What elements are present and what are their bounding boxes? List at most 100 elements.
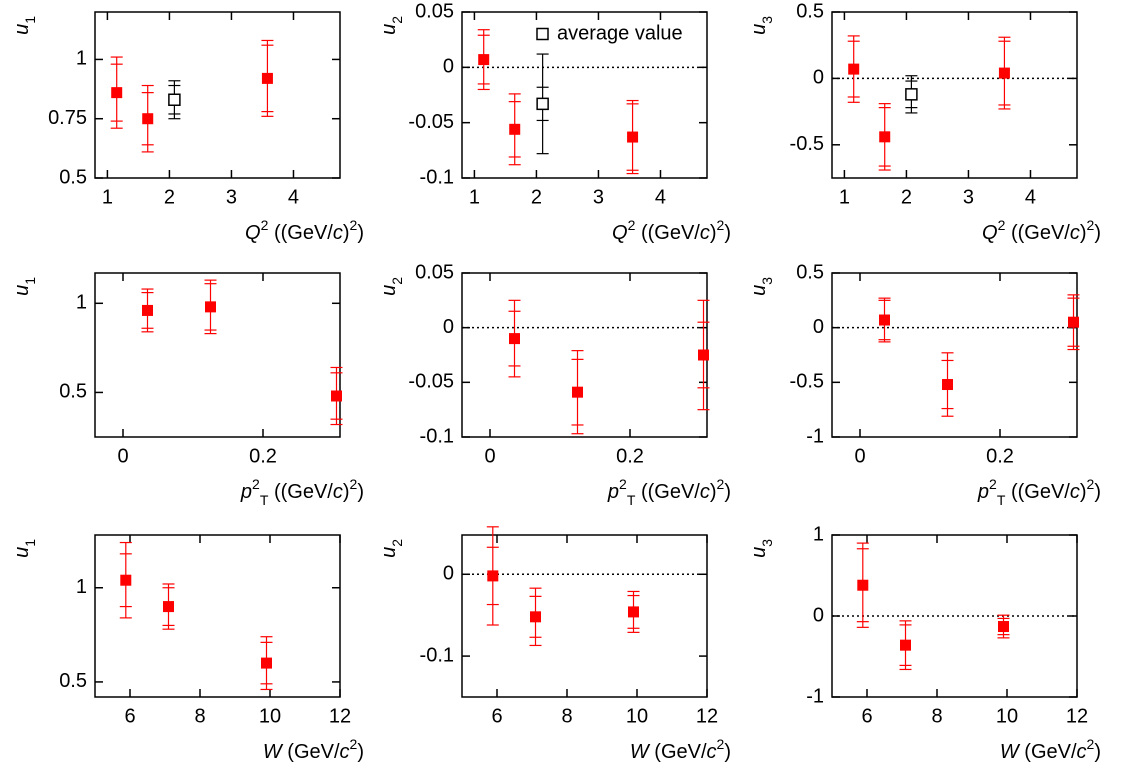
y-axis-label: u3 (748, 277, 774, 296)
y-axis-label: u1 (11, 539, 37, 558)
label-part: u (11, 285, 33, 296)
plot-frame (94, 11, 341, 179)
marker (1068, 316, 1079, 328)
x-tick-label: 4 (1025, 186, 1036, 208)
label-part: 1 (22, 16, 38, 24)
x-tick-label: 10 (626, 705, 648, 727)
marker (942, 379, 953, 391)
label-part: 2 (389, 277, 405, 285)
y-tick-label: 0 (443, 563, 454, 585)
label-part: 2 (261, 217, 269, 233)
y-tick-label: 0 (443, 56, 454, 78)
label-part: 2 (1087, 476, 1095, 492)
marker (879, 314, 890, 326)
label-part: p (607, 481, 619, 503)
label-part: 2 (350, 217, 358, 233)
label-part: 2 (619, 476, 627, 492)
x-axis-label: Q2 ((GeV/c)2) (245, 217, 364, 245)
label-part: c (707, 741, 717, 763)
marker (628, 606, 639, 618)
x-tick-label: 4 (655, 186, 666, 208)
label-part: u (378, 547, 400, 558)
plot-frame (831, 272, 1078, 438)
plot-frame (461, 11, 708, 179)
marker (998, 621, 1009, 633)
y-tick-label: -0.5 (790, 371, 824, 393)
marker (536, 97, 549, 111)
marker (509, 333, 520, 345)
x-tick-label: 6 (491, 705, 502, 727)
label-part: W (630, 741, 651, 763)
panel: 6 8 10 12-0.10W (GeV/c2)u2 (378, 526, 731, 763)
label-part: ) (1094, 481, 1101, 503)
marker (261, 657, 272, 669)
marker (142, 113, 154, 125)
y-tick-label: 1 (76, 292, 87, 314)
x-tick-label: 2 (901, 186, 912, 208)
y-axis-label: u2 (378, 16, 404, 35)
marker (487, 570, 499, 582)
label-part: ) (343, 481, 350, 503)
label-part: Q (612, 222, 628, 244)
y-axis-label: u2 (378, 277, 404, 296)
label-part: (GeV/ (282, 741, 340, 763)
y-axis-label: u3 (748, 16, 774, 35)
x-axis-label: p2T ((GeV/c)2) (977, 476, 1101, 508)
y-axis-label: u1 (11, 16, 37, 35)
y-tick-label: -0.1 (420, 425, 454, 447)
label-part: T (260, 492, 269, 508)
y-tick-label: -0.05 (408, 371, 454, 393)
x-tick-label: 12 (1066, 705, 1088, 727)
label-part: 2 (628, 217, 636, 233)
marker (998, 67, 1010, 79)
x-tick-label: 3 (963, 186, 974, 208)
marker (163, 601, 174, 613)
panel: 6 8 10 120.51W (GeV/c2)u1 (11, 534, 364, 763)
plot-frame (461, 272, 708, 438)
label-part: 2 (350, 736, 358, 752)
label-part: u (748, 24, 770, 35)
marker (142, 304, 153, 316)
label-part: ((GeV/ (1005, 222, 1070, 244)
label-part: u (11, 24, 33, 35)
x-tick-label: 3 (593, 186, 604, 208)
label-part: ((GeV/ (1005, 481, 1070, 503)
y-tick-label: 0.5 (59, 381, 87, 403)
legend-label: average value (557, 22, 683, 44)
label-part: ) (710, 481, 717, 503)
label-part: c (1077, 741, 1087, 763)
marker (627, 131, 639, 143)
marker (478, 54, 490, 66)
label-part: 2 (252, 476, 260, 492)
marker (879, 131, 891, 143)
x-tick-label: 6 (861, 705, 872, 727)
marker (261, 72, 273, 84)
x-tick-label: 0.2 (616, 445, 644, 467)
y-tick-label: -1 (806, 685, 824, 707)
plot-frame (461, 534, 708, 698)
y-tick-label: -0.1 (420, 644, 454, 666)
y-axis-label: u3 (748, 539, 774, 558)
label-part: ((GeV/ (268, 222, 333, 244)
y-axis-label: u1 (11, 277, 37, 296)
label-part: ) (1094, 741, 1101, 763)
label-part: 2 (998, 217, 1006, 233)
label-part: p (977, 481, 989, 503)
label-part: 3 (759, 16, 775, 24)
label-part: ) (724, 481, 731, 503)
x-axis-label: Q2 ((GeV/c)2) (612, 217, 731, 245)
label-part: 2 (389, 16, 405, 24)
x-tick-label: 1 (469, 186, 480, 208)
label-part: u (748, 285, 770, 296)
label-part: (GeV/ (649, 741, 707, 763)
label-part: ((GeV/ (635, 222, 700, 244)
marker (111, 87, 123, 99)
label-part: Q (245, 222, 261, 244)
x-tick-label: 12 (696, 705, 718, 727)
x-tick-label: 0.2 (986, 445, 1014, 467)
x-tick-label: 0.2 (249, 445, 277, 467)
legend-marker (536, 27, 549, 41)
label-part: 1 (22, 277, 38, 285)
